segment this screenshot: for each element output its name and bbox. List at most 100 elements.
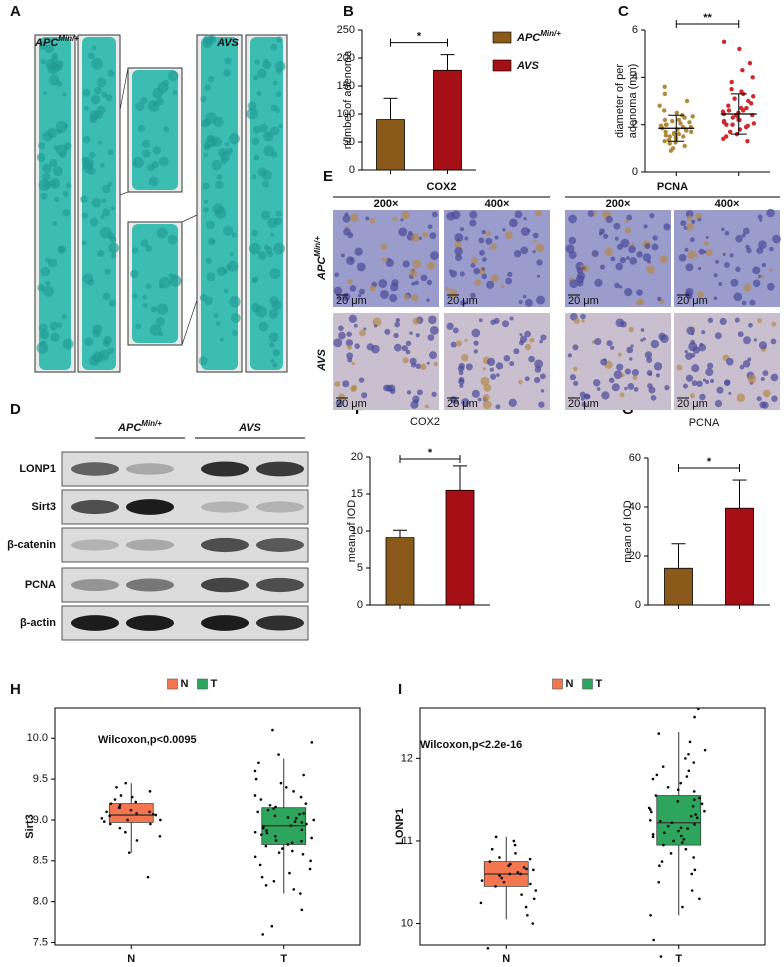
ihc-nucleus xyxy=(356,262,366,272)
group-label-base: APC xyxy=(117,422,142,434)
ihc-nucleus xyxy=(593,379,601,387)
scale-bar-label: 20 μm xyxy=(336,295,367,307)
ihc-nucleus xyxy=(573,318,580,325)
tissue-spot xyxy=(254,59,260,65)
point xyxy=(684,847,688,851)
ihc-nucleus xyxy=(513,250,522,258)
ihc-nucleus xyxy=(413,399,419,404)
ihc-nucleus xyxy=(613,222,621,230)
significance-mark: * xyxy=(428,447,433,459)
ihc-nucleus xyxy=(394,321,400,328)
magnification: 200× xyxy=(374,198,399,210)
point xyxy=(674,110,680,116)
point xyxy=(669,852,673,855)
panel-label: A xyxy=(10,3,21,20)
point xyxy=(502,880,506,884)
ihc-nucleus xyxy=(508,398,517,407)
point xyxy=(264,884,268,887)
ihc-nucleus xyxy=(703,250,707,254)
tissue-spot xyxy=(251,174,257,180)
point xyxy=(159,818,162,822)
bar xyxy=(433,69,462,171)
point xyxy=(688,129,694,134)
y-tick-label: 4 xyxy=(632,71,638,83)
chart-title: PCNA xyxy=(689,417,720,429)
ihc-nucleus xyxy=(482,400,492,410)
point xyxy=(727,129,733,134)
point xyxy=(676,788,680,792)
tissue-spot xyxy=(98,349,110,361)
ihc-nucleus xyxy=(378,279,388,288)
ihc-nucleus xyxy=(624,386,628,391)
point xyxy=(262,825,265,828)
ihc-nucleus xyxy=(698,248,705,255)
blot-row-label: Sirt3 xyxy=(32,501,56,513)
ihc-nucleus xyxy=(469,210,478,219)
point xyxy=(513,843,517,847)
ihc-nucleus xyxy=(509,361,515,367)
tissue-spot xyxy=(49,321,59,331)
legend-swatch xyxy=(197,678,208,690)
tissue-spot xyxy=(256,91,262,97)
ihc-nucleus xyxy=(461,353,469,362)
y-tick-label: 50 xyxy=(343,136,355,148)
point xyxy=(135,839,139,842)
ihc-nucleus xyxy=(685,263,694,272)
ihc-nucleus xyxy=(346,256,355,266)
ihc-nucleus xyxy=(361,392,368,399)
point xyxy=(253,855,257,859)
point xyxy=(300,839,303,843)
x-tick-label: N xyxy=(127,953,135,965)
ihc-nucleus xyxy=(358,377,365,383)
ihc-nucleus xyxy=(509,316,514,321)
ihc-nucleus xyxy=(742,360,751,368)
ihc-nucleus xyxy=(398,227,408,237)
ihc-nucleus xyxy=(691,219,696,224)
ihc-nucleus xyxy=(688,342,698,352)
point xyxy=(703,748,707,752)
ihc-nucleus xyxy=(452,327,459,334)
tissue-spot xyxy=(105,94,113,102)
ihc-nucleus xyxy=(737,331,744,338)
ihc-nucleus xyxy=(346,331,352,337)
point xyxy=(113,798,117,801)
tissue xyxy=(250,37,283,370)
ihc-nucleus xyxy=(642,253,652,262)
tissue-spot xyxy=(40,58,47,65)
point xyxy=(745,139,750,144)
box xyxy=(656,795,702,846)
point xyxy=(745,123,750,129)
ihc-nucleus xyxy=(659,255,668,264)
annotation: Wilcoxon,p<2.2e-16 xyxy=(420,739,522,751)
tissue-spot xyxy=(274,107,280,113)
ihc-nucleus xyxy=(763,389,771,398)
ihc-nucleus xyxy=(353,323,358,328)
point xyxy=(692,761,696,764)
ihc-nucleus xyxy=(522,294,527,299)
ihc-nucleus xyxy=(715,259,720,264)
tissue-spot xyxy=(82,157,94,169)
tissue-spot xyxy=(203,152,209,158)
ihc-nucleus xyxy=(728,391,732,395)
ihc-nucleus xyxy=(636,251,643,258)
ihc-nucleus xyxy=(686,293,692,299)
zoom-guide xyxy=(181,299,198,346)
ihc-nucleus xyxy=(651,243,659,251)
tissue-spot xyxy=(145,245,153,252)
point xyxy=(692,856,695,859)
ihc-nucleus xyxy=(540,389,545,393)
magnification: 200× xyxy=(606,198,631,210)
tissue-spot xyxy=(88,151,96,159)
ihc-nucleus xyxy=(757,318,762,324)
point xyxy=(285,785,288,789)
tissue-spot xyxy=(132,247,139,254)
ihc-nucleus xyxy=(528,355,535,363)
point xyxy=(259,798,263,801)
point xyxy=(500,876,504,880)
ihc-nucleus xyxy=(380,243,388,250)
ihc-nucleus xyxy=(464,236,469,241)
point xyxy=(670,821,674,825)
point xyxy=(740,68,745,73)
tissue-spot xyxy=(132,293,138,299)
tissue-spot xyxy=(246,108,258,120)
